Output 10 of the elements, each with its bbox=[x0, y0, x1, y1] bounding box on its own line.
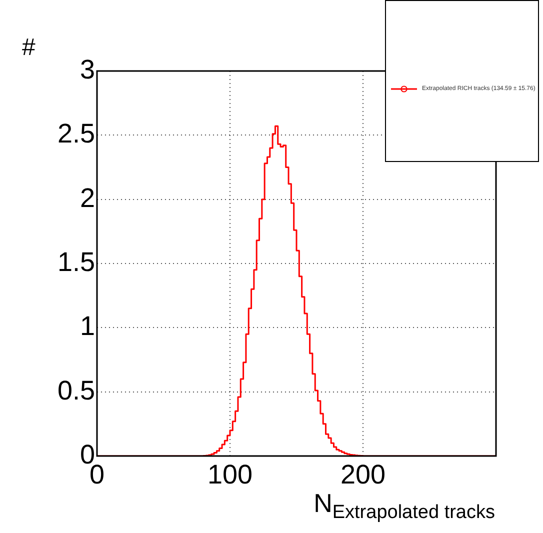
y-tick-label: 0.5 bbox=[57, 375, 95, 406]
y-tick-label: 2.5 bbox=[57, 118, 95, 149]
y-tick-label: 2 bbox=[80, 182, 95, 213]
x-axis-title: N$_{Extrapolated tracks}$ bbox=[314, 488, 495, 524]
x-tick-label: 100 bbox=[207, 460, 253, 490]
y-axis-title: # bbox=[22, 34, 36, 62]
x-tick-label: 200 bbox=[340, 460, 386, 490]
y-tick-label: 3 bbox=[80, 54, 95, 84]
y-tick-label: 1 bbox=[80, 311, 95, 342]
y-tick-label: 1.5 bbox=[57, 246, 95, 277]
